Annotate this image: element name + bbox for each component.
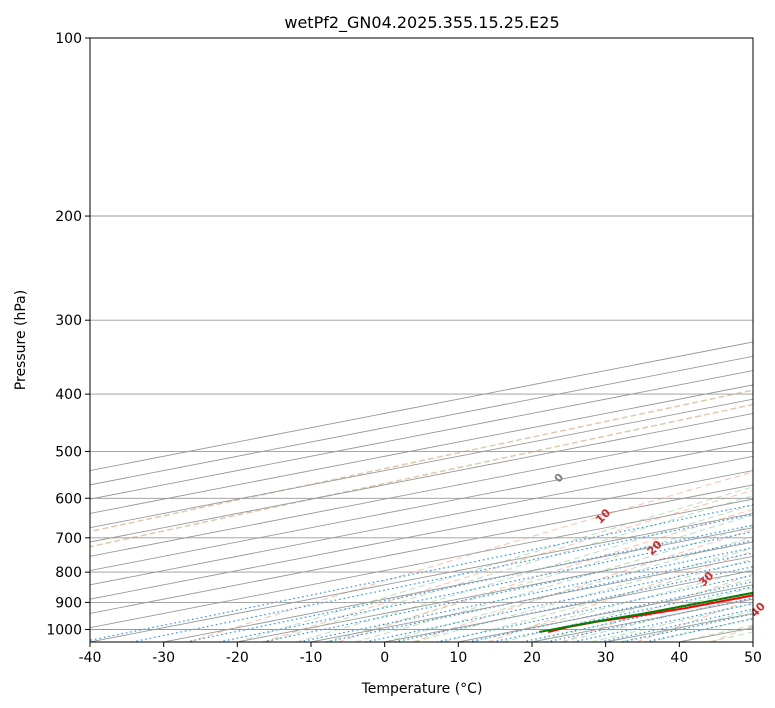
mixing-ratio-line xyxy=(599,608,753,642)
y-tick-label: 400 xyxy=(55,387,82,403)
x-tick-label: -40 xyxy=(79,650,102,666)
isotherm-line xyxy=(90,412,753,543)
y-tick-label: 600 xyxy=(55,491,82,507)
mixing-ratio-line xyxy=(185,524,753,642)
dry-adiabat-label: 20 xyxy=(645,538,665,558)
isotherm-line xyxy=(90,427,753,557)
y-tick-label: 900 xyxy=(55,595,82,611)
y-tick-label: 200 xyxy=(55,209,82,225)
y-axis-label: Pressure (hPa) xyxy=(13,290,29,390)
isotherm-line xyxy=(237,541,753,642)
isotherm-line xyxy=(679,627,753,642)
x-tick-label: -10 xyxy=(300,650,323,666)
y-tick-label: 300 xyxy=(55,313,82,329)
mixing-ratio-line xyxy=(262,539,753,642)
x-tick-label: 0 xyxy=(380,650,389,666)
isotherm-line xyxy=(384,570,753,642)
curved-adiabat xyxy=(90,403,753,548)
x-tick-label: 30 xyxy=(597,650,615,666)
x-tick-label: -30 xyxy=(152,650,175,666)
dry-adiabat xyxy=(711,625,753,642)
isotherm-line xyxy=(163,527,753,642)
x-axis-ticks: -40 -30 -20 -10 0 10 20 30 40 50 xyxy=(79,642,762,666)
moist-adiabat xyxy=(649,617,753,642)
y-tick-label: 500 xyxy=(55,444,82,460)
mixing-ratio-line xyxy=(131,513,753,642)
x-axis-label: Temperature (°C) xyxy=(361,681,483,697)
isotherm-line xyxy=(90,455,753,586)
isotherm-line xyxy=(90,512,753,642)
moist-adiabat xyxy=(237,486,753,642)
mixing-ratio-line xyxy=(467,581,753,642)
y-tick-label: 1000 xyxy=(46,622,82,638)
isotherm-line xyxy=(752,641,753,642)
isotherm-line xyxy=(90,470,753,600)
chart-title: wetPf2_GN04.2025.355.15.25.E25 xyxy=(284,13,559,33)
dry-adiabat-label: 0 xyxy=(552,470,567,485)
x-tick-label: -20 xyxy=(226,650,249,666)
moist-adiabat xyxy=(472,568,753,642)
moist-adiabat xyxy=(443,558,753,642)
grid-lines xyxy=(90,38,753,642)
moist-adiabat xyxy=(355,525,753,642)
moist-adiabat xyxy=(679,624,753,642)
dry-adiabat-label: 10 xyxy=(593,506,613,526)
mixing-ratio-line xyxy=(572,602,753,642)
mixing-ratio-line xyxy=(492,586,753,642)
plot-frame xyxy=(89,37,754,643)
dry-adiabat xyxy=(263,489,753,642)
y-tick-label: 700 xyxy=(55,531,82,547)
x-tick-label: 50 xyxy=(744,650,762,666)
moist-adiabat xyxy=(620,610,753,642)
isotherm-line xyxy=(90,484,753,614)
mixing-ratio-line xyxy=(436,574,753,642)
y-axis-ticks: 100 200 300 400 500 600 700 800 900 1000 xyxy=(46,31,90,638)
x-tick-label: 10 xyxy=(449,650,467,666)
moist-adiabat xyxy=(413,547,753,642)
dry-adiabat xyxy=(188,471,753,642)
isotherm-line xyxy=(90,441,753,572)
moist-adiabat xyxy=(502,578,753,642)
moist-adiabat xyxy=(266,495,753,642)
dry-adiabat xyxy=(412,529,753,642)
x-tick-label: 20 xyxy=(523,650,541,666)
y-tick-label: 800 xyxy=(55,565,82,581)
moist-adiabat xyxy=(384,536,753,642)
mixing-ratio-line xyxy=(90,504,753,641)
isotherm-line xyxy=(90,498,753,629)
x-tick-label: 40 xyxy=(670,650,688,666)
y-tick-label: 100 xyxy=(55,31,82,47)
